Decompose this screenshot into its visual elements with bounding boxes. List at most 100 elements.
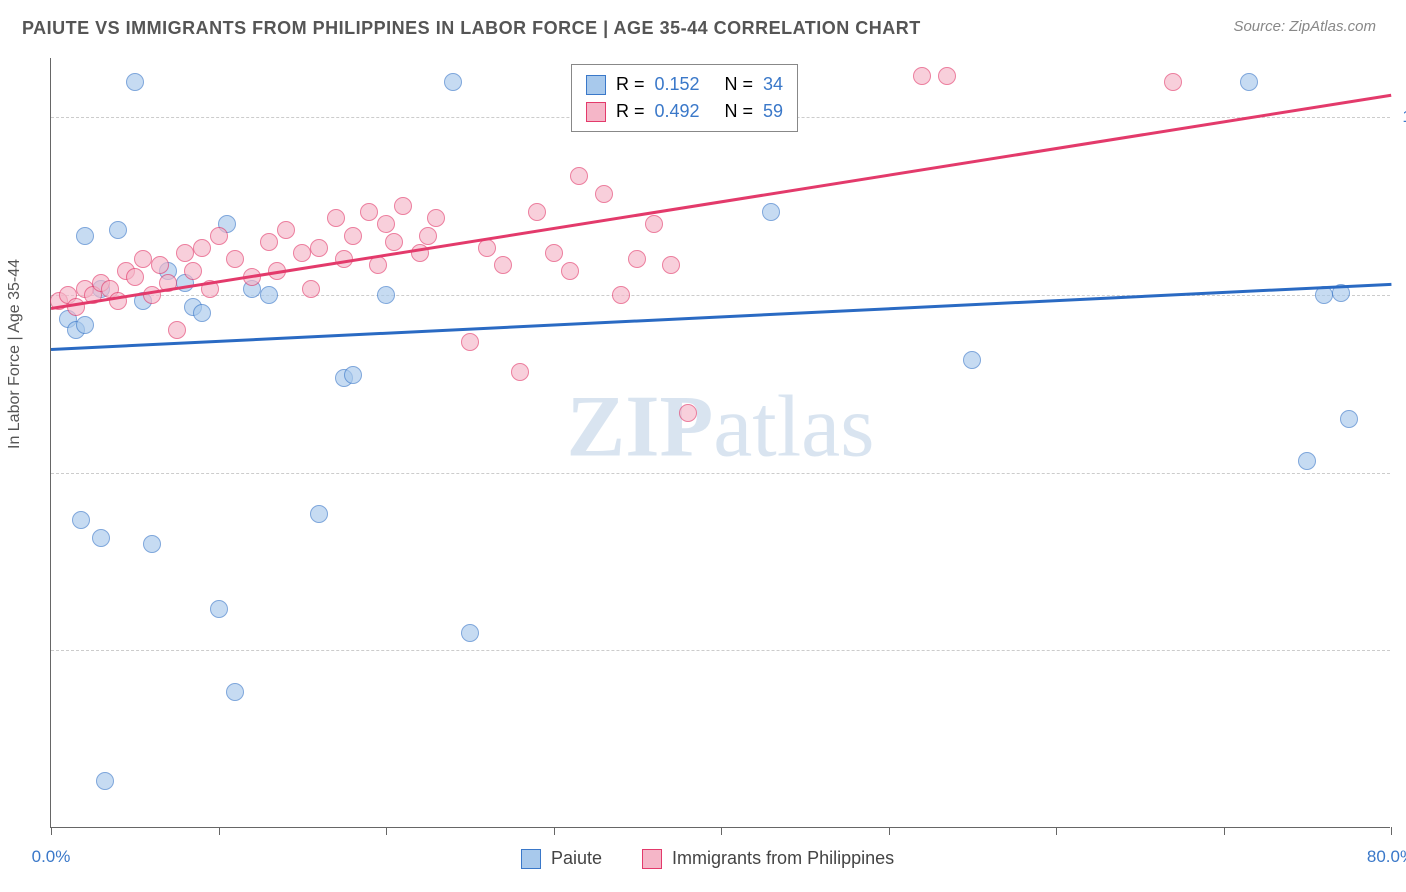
chart-plot-area: ZIPatlas 55.0%70.0%85.0%100.0%0.0%80.0%R… — [50, 58, 1390, 828]
scatter-point — [96, 772, 114, 790]
scatter-point — [662, 256, 680, 274]
legend-swatch — [521, 849, 541, 869]
n-value: 59 — [763, 98, 783, 125]
scatter-point — [193, 239, 211, 257]
n-value: 34 — [763, 71, 783, 98]
scatter-point — [226, 250, 244, 268]
scatter-point — [67, 298, 85, 316]
scatter-point — [938, 67, 956, 85]
y-tick-label: 85.0% — [1400, 285, 1406, 305]
legend-row: R = 0.152 N = 34 — [586, 71, 783, 98]
series-legend: Paiute Immigrants from Philippines — [521, 848, 894, 869]
x-tick — [1056, 827, 1057, 835]
scatter-point — [377, 286, 395, 304]
x-tick — [1391, 827, 1392, 835]
watermark: ZIPatlas — [567, 377, 875, 478]
x-tick — [721, 827, 722, 835]
scatter-point — [176, 244, 194, 262]
scatter-point — [385, 233, 403, 251]
y-tick-label: 100.0% — [1400, 107, 1406, 127]
scatter-point — [193, 304, 211, 322]
scatter-point — [628, 250, 646, 268]
scatter-point — [151, 256, 169, 274]
scatter-point — [1164, 73, 1182, 91]
legend-row: R = 0.492 N = 59 — [586, 98, 783, 125]
y-tick-label: 70.0% — [1400, 463, 1406, 483]
scatter-point — [528, 203, 546, 221]
correlation-legend: R = 0.152 N = 34 R = 0.492 N = 59 — [571, 64, 798, 132]
scatter-point — [1240, 73, 1258, 91]
legend-swatch — [642, 849, 662, 869]
scatter-point — [511, 363, 529, 381]
gridline — [51, 473, 1390, 474]
x-tick — [554, 827, 555, 835]
y-axis-title: In Labor Force | Age 35-44 — [6, 259, 24, 449]
legend-item: Paiute — [521, 848, 602, 869]
scatter-point — [461, 624, 479, 642]
x-tick-label: 80.0% — [1367, 847, 1406, 867]
scatter-point — [1298, 452, 1316, 470]
scatter-point — [126, 73, 144, 91]
scatter-point — [360, 203, 378, 221]
scatter-point — [394, 197, 412, 215]
legend-label: Immigrants from Philippines — [672, 848, 894, 869]
scatter-point — [427, 209, 445, 227]
scatter-point — [310, 505, 328, 523]
scatter-point — [377, 215, 395, 233]
scatter-point — [143, 286, 161, 304]
r-label: R = — [616, 98, 645, 125]
legend-item: Immigrants from Philippines — [642, 848, 894, 869]
x-tick — [889, 827, 890, 835]
scatter-point — [645, 215, 663, 233]
n-label: N = — [725, 71, 754, 98]
scatter-point — [168, 321, 186, 339]
scatter-point — [444, 73, 462, 91]
scatter-point — [327, 209, 345, 227]
scatter-point — [344, 227, 362, 245]
x-tick — [51, 827, 52, 835]
r-value: 0.152 — [655, 71, 715, 98]
chart-title: PAIUTE VS IMMIGRANTS FROM PHILIPPINES IN… — [22, 18, 921, 39]
scatter-point — [76, 316, 94, 334]
source-label: Source: ZipAtlas.com — [1233, 18, 1376, 35]
scatter-point — [210, 600, 228, 618]
scatter-point — [612, 286, 630, 304]
r-value: 0.492 — [655, 98, 715, 125]
scatter-point — [226, 683, 244, 701]
scatter-point — [277, 221, 295, 239]
scatter-point — [126, 268, 144, 286]
y-tick-label: 55.0% — [1400, 640, 1406, 660]
scatter-point — [494, 256, 512, 274]
scatter-point — [143, 535, 161, 553]
scatter-point — [72, 511, 90, 529]
scatter-point — [1340, 410, 1358, 428]
scatter-point — [369, 256, 387, 274]
scatter-point — [260, 286, 278, 304]
scatter-point — [184, 262, 202, 280]
scatter-point — [109, 221, 127, 239]
scatter-point — [913, 67, 931, 85]
x-tick — [386, 827, 387, 835]
scatter-point — [570, 167, 588, 185]
scatter-point — [293, 244, 311, 262]
scatter-point — [260, 233, 278, 251]
n-label: N = — [725, 98, 754, 125]
gridline — [51, 650, 1390, 651]
scatter-point — [679, 404, 697, 422]
legend-swatch — [586, 75, 606, 95]
x-tick — [1224, 827, 1225, 835]
scatter-point — [545, 244, 563, 262]
scatter-point — [302, 280, 320, 298]
scatter-point — [310, 239, 328, 257]
scatter-point — [92, 529, 110, 547]
scatter-point — [762, 203, 780, 221]
legend-label: Paiute — [551, 848, 602, 869]
scatter-point — [419, 227, 437, 245]
scatter-point — [76, 227, 94, 245]
legend-swatch — [586, 102, 606, 122]
r-label: R = — [616, 71, 645, 98]
scatter-point — [963, 351, 981, 369]
scatter-point — [461, 333, 479, 351]
x-tick — [219, 827, 220, 835]
scatter-point — [134, 250, 152, 268]
